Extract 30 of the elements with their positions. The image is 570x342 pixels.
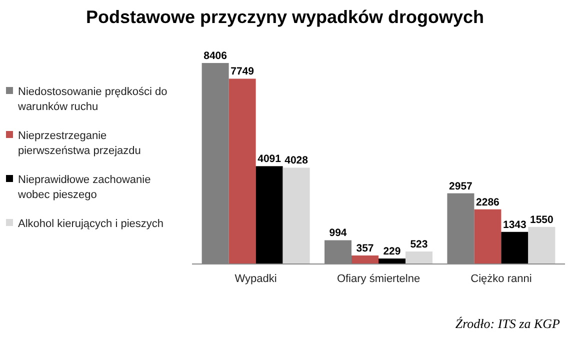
x-tick-label: Wypadki <box>234 272 277 285</box>
data-label: 1343 <box>503 218 527 231</box>
data-label: 2286 <box>476 196 500 208</box>
bar <box>352 255 378 264</box>
bar <box>228 78 256 264</box>
data-label: 4028 <box>284 154 308 167</box>
bar <box>378 258 406 264</box>
data-label: 523 <box>410 238 428 250</box>
data-label: 229 <box>383 246 401 258</box>
data-label: 357 <box>356 242 374 254</box>
bar <box>474 209 502 264</box>
bar <box>405 251 432 264</box>
text: Źrodło: ITS za KGP <box>455 316 560 331</box>
legend-label: Nieprawidłowe zachowanie wobec pieszego <box>17 174 151 201</box>
legend-label: Nieprzestrzeganie pierwszeństwa przejazdu <box>18 130 141 157</box>
x-tick-label: Ofiary śmiertelne <box>336 272 420 285</box>
bar <box>528 226 556 264</box>
data-label: 994 <box>329 227 347 240</box>
bar <box>282 168 310 264</box>
data-label: 8406 <box>204 50 228 62</box>
legend-label: Alkohol kierujących i pieszych <box>18 218 164 230</box>
x-tick-label: Ciężko ranni <box>470 272 532 285</box>
bar <box>501 232 528 264</box>
data-label: 1550 <box>530 214 554 226</box>
data-label: 7749 <box>230 66 254 78</box>
data-label: 2957 <box>449 180 473 192</box>
bar <box>256 166 283 264</box>
data-label: 4091 <box>258 153 282 166</box>
legend-label: Niedostosowanie prędkości do warunków ruchu <box>17 86 168 113</box>
chart-title: Podstawowe przyczyny wypadków drogowych <box>86 7 484 27</box>
